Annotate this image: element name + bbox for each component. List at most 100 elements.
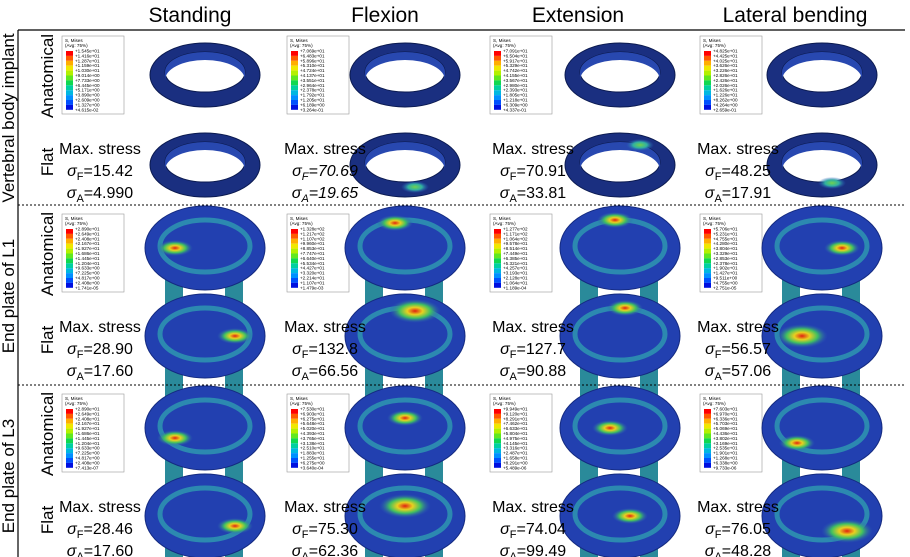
- stress-value: σA=4.990: [67, 185, 133, 205]
- legend-swatch: [494, 51, 501, 56]
- stress-number: =28.46: [84, 521, 133, 538]
- legend-swatch: [704, 453, 711, 458]
- legend-swatch: [291, 263, 298, 268]
- legend-swatch: [494, 249, 501, 254]
- legend-swatch: [291, 448, 298, 453]
- legend-swatch: [66, 453, 73, 458]
- legend-swatch: [291, 100, 298, 105]
- legend-swatch: [291, 90, 298, 95]
- stress-number: =17.60: [84, 543, 133, 557]
- legend-swatch: [494, 76, 501, 81]
- legend-swatch: [704, 249, 711, 254]
- stress-value: σA=33.81: [500, 185, 566, 205]
- legend-swatch: [291, 434, 298, 439]
- stress-value: σF=48.25: [705, 163, 771, 183]
- stress-value: σA=17.60: [67, 363, 133, 383]
- legend-swatch: [291, 254, 298, 259]
- legend-value: +5.489e-06: [503, 465, 527, 470]
- legend-swatch: [66, 458, 73, 463]
- stress-value: σF=28.46: [67, 521, 133, 541]
- legend-swatch: [494, 56, 501, 61]
- legend-swatch: [66, 414, 73, 419]
- legend-swatch: [704, 66, 711, 71]
- legend-swatch: [704, 258, 711, 263]
- max-stress-label: Max. stress: [284, 499, 366, 516]
- legend-header: (Avg: 75%): [290, 401, 313, 406]
- legend-swatch: [494, 429, 501, 434]
- group-label: End plate of L1: [0, 239, 18, 353]
- stress-spot: [379, 494, 431, 518]
- legend-swatch: [66, 56, 73, 61]
- legend-swatch: [494, 273, 501, 278]
- legend-swatch: [494, 453, 501, 458]
- legend-swatch: [291, 283, 298, 288]
- legend-swatch: [494, 234, 501, 239]
- stress-value: σA=62.36: [292, 543, 358, 557]
- legend-swatch: [291, 273, 298, 278]
- max-stress-label: Max. stress: [59, 141, 141, 158]
- stress-number: =48.28: [722, 543, 771, 557]
- legend-swatch: [66, 80, 73, 85]
- max-stress-label: Max. stress: [697, 499, 779, 516]
- legend-swatch: [291, 453, 298, 458]
- stress-spot: [607, 300, 643, 316]
- stress-value: σA=17.60: [67, 543, 133, 557]
- legend-swatch: [66, 51, 73, 56]
- max-stress-label: Max. stress: [492, 499, 574, 516]
- legend-swatch: [704, 100, 711, 105]
- legend-swatch: [704, 268, 711, 273]
- column-header: Flexion: [351, 4, 419, 27]
- column-header: Standing: [149, 4, 232, 27]
- legend-swatch: [66, 438, 73, 443]
- stress-spot: [377, 215, 413, 231]
- legend-value: +4.615e-02: [75, 107, 99, 112]
- stress-value: σF=28.90: [67, 341, 133, 361]
- legend-swatch: [494, 100, 501, 105]
- legend-swatch: [291, 56, 298, 61]
- legend-swatch: [704, 463, 711, 468]
- legend-swatch: [494, 434, 501, 439]
- stress-number: =99.49: [517, 543, 566, 557]
- legend-swatch: [66, 429, 73, 434]
- legend-swatch: [494, 458, 501, 463]
- legend-swatch: [66, 76, 73, 81]
- legend-swatch: [704, 424, 711, 429]
- stress-value: σA=99.49: [500, 543, 566, 557]
- legend-swatch: [66, 249, 73, 254]
- legend-swatch: [66, 85, 73, 90]
- legend-swatch: [704, 254, 711, 259]
- max-stress-label: Max. stress: [492, 319, 574, 336]
- legend-swatch: [291, 61, 298, 66]
- legend-swatch: [66, 71, 73, 76]
- legend-swatch: [494, 61, 501, 66]
- legend-swatch: [291, 105, 298, 110]
- legend-swatch: [704, 414, 711, 419]
- legend-swatch: [494, 414, 501, 419]
- legend-swatch: [66, 268, 73, 273]
- legend-swatch: [704, 438, 711, 443]
- group-label: End plate of L3: [0, 419, 18, 533]
- legend-swatch: [66, 229, 73, 234]
- legend-swatch: [704, 51, 711, 56]
- legend-swatch: [494, 105, 501, 110]
- max-stress-label: Max. stress: [492, 141, 574, 158]
- stress-number: =74.04: [517, 521, 566, 538]
- legend-swatch: [494, 463, 501, 468]
- stress-number: =70.69: [309, 163, 358, 180]
- stress-spot: [157, 430, 193, 446]
- legend-swatch: [66, 419, 73, 424]
- legend-swatch: [291, 76, 298, 81]
- stress-number: =66.56: [309, 363, 358, 380]
- stress-spot: [217, 328, 253, 344]
- legend-value: +1.189e-04: [503, 285, 527, 290]
- stress-spot: [387, 410, 423, 426]
- legend-swatch: [494, 258, 501, 263]
- legend-swatch: [66, 66, 73, 71]
- legend-swatch: [291, 419, 298, 424]
- legend-swatch: [494, 85, 501, 90]
- legend-swatch: [704, 409, 711, 414]
- legend-swatch: [291, 268, 298, 273]
- legend-swatch: [704, 234, 711, 239]
- legend-swatch: [66, 100, 73, 105]
- stress-value: σF=70.69: [292, 163, 358, 183]
